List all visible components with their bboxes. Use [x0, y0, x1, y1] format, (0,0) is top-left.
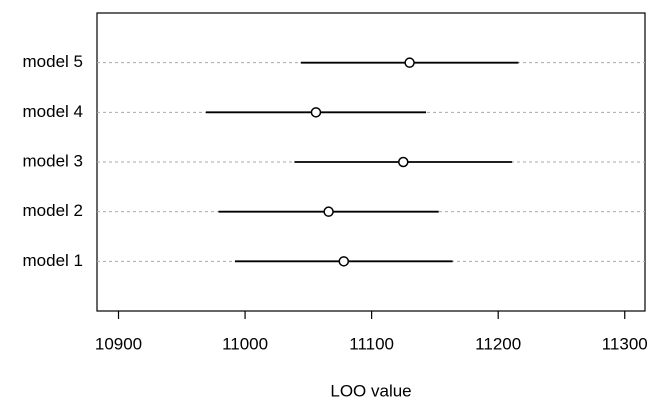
- point: [338, 256, 350, 267]
- point: [398, 156, 409, 168]
- point: [310, 107, 322, 118]
- point: [323, 206, 334, 217]
- y-tick-label: model 4: [23, 102, 83, 121]
- x-tick-label: 11200: [475, 334, 521, 353]
- y-tick-label: model 2: [23, 201, 83, 220]
- x-tick-label: 11100: [349, 334, 394, 353]
- point: [404, 57, 415, 68]
- y-tick-label: model 3: [23, 151, 83, 170]
- x-tick-label: 11000: [222, 334, 268, 353]
- x-axis-label: LOO value: [330, 381, 411, 400]
- y-tick-label: model 1: [23, 251, 83, 270]
- y-tick-label: model 5: [23, 52, 83, 71]
- x-tick-label: 11300: [602, 334, 648, 353]
- x-tick-label: 10900: [95, 334, 142, 353]
